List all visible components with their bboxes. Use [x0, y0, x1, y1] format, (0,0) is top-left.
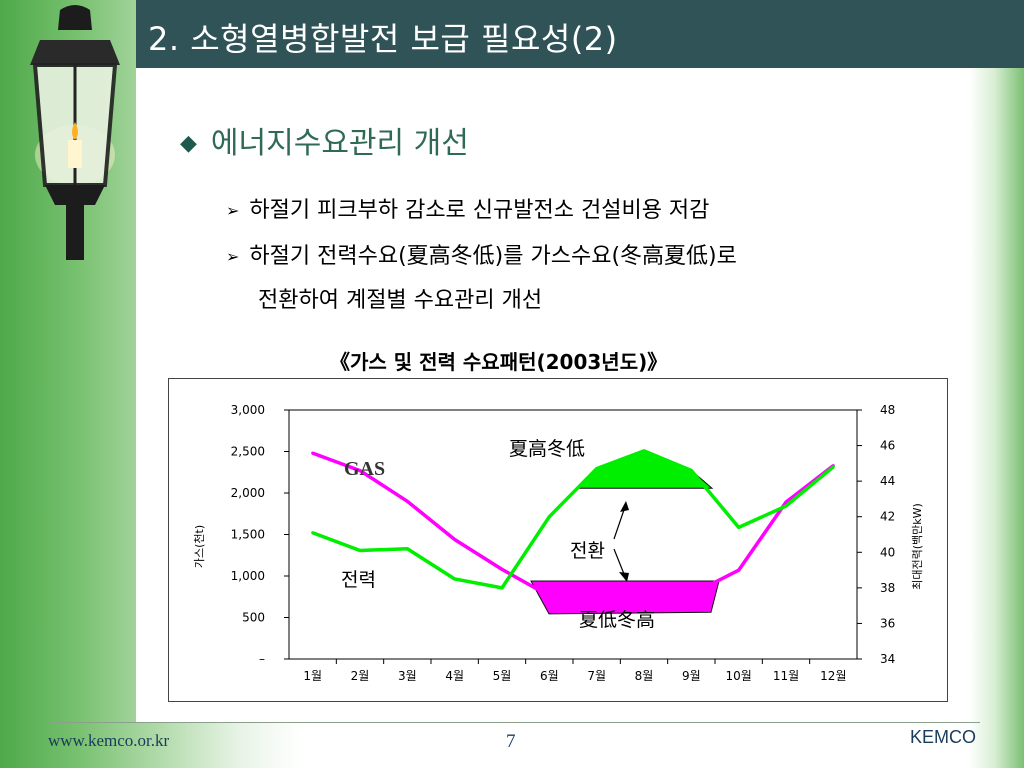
title-bar: 2. 소형열병합발전 보급 필요성(2) — [136, 0, 1024, 68]
footer-url[interactable]: www.kemco.or.kr — [48, 731, 170, 750]
gas-point — [642, 594, 646, 598]
x-tick-label: 11월 — [773, 669, 799, 683]
left-axis-title: 가스(천t) — [192, 525, 206, 568]
series-label-gas: GAS — [344, 458, 385, 480]
right-tick-label: 36 — [880, 616, 895, 630]
power-series-line — [312, 449, 835, 590]
gas-point — [500, 567, 504, 571]
main-bullet-text: 에너지수요관리 개선 — [210, 126, 469, 161]
x-tick-label: 1월 — [303, 669, 322, 683]
left-tick-label: 2,500 — [231, 445, 265, 459]
x-tick-label: 6월 — [540, 669, 559, 683]
x-tick-label: 8월 — [635, 669, 654, 683]
power-point — [453, 577, 457, 581]
demand-pattern-chart: 3,000 2,500 2,000 1,500 1,000 500 – 48 46 44 42 40 3… — [192, 403, 924, 683]
left-tick-label: 500 — [242, 611, 265, 625]
x-tick-label: 9월 — [682, 669, 701, 683]
chart-title: 《가스 및 전력 수요패턴(2003년도)》 — [330, 350, 668, 374]
x-tick-label: 2월 — [351, 669, 370, 683]
gas-point — [737, 568, 741, 572]
gas-series-line — [312, 451, 835, 598]
annotation-summer-peak: 夏高冬低 — [509, 438, 585, 460]
power-point — [405, 547, 409, 551]
power-point — [689, 468, 693, 472]
arrow-bullet-icon: ➢ — [226, 247, 240, 266]
slide-title: 2. 소형열병합발전 보급 필요성(2) — [148, 20, 618, 58]
right-tick-label: 44 — [880, 474, 895, 488]
x-tick-label: 12월 — [820, 669, 846, 683]
shift-arrow-down-head — [619, 572, 629, 582]
right-tick-label: 42 — [880, 510, 895, 524]
annotation-shift: 전환 — [570, 540, 605, 562]
shift-arrow-up-head — [620, 501, 629, 512]
gas-point — [595, 594, 599, 598]
power-point — [358, 549, 362, 553]
power-point — [642, 449, 646, 453]
series-label-power: 전력 — [341, 569, 376, 591]
main-bullet: ◆ 에너지수요관리 개선 — [180, 118, 469, 162]
left-tick-label: 1,500 — [231, 528, 265, 542]
gas-point — [358, 469, 362, 473]
footer-divider — [50, 722, 980, 723]
left-tick-label: 3,000 — [231, 403, 265, 417]
power-point — [737, 525, 741, 529]
sub-item-continued: 전환하여 계절별 수요관리 개선 — [258, 288, 543, 313]
power-point — [547, 515, 551, 519]
gas-point — [405, 499, 409, 503]
x-tick-label: 3월 — [398, 669, 417, 683]
x-tick-label: 5월 — [493, 669, 512, 683]
diamond-bullet-icon: ◆ — [180, 131, 197, 156]
gas-point — [784, 500, 788, 504]
brand-label: KEMCO — [910, 727, 977, 747]
gas-point — [311, 451, 315, 455]
left-tick-label: 1,000 — [231, 569, 265, 583]
x-tick-label: 10월 — [726, 669, 752, 683]
x-tick-label: 7월 — [587, 669, 606, 683]
sub-item: ➢ 하절기 피크부하 감소로 신규발전소 건설비용 저감 — [226, 192, 709, 224]
gas-point — [547, 594, 551, 598]
right-gradient-background — [969, 0, 1024, 768]
right-tick-label: 48 — [880, 403, 895, 417]
gas-point — [453, 537, 457, 541]
sub-item: ➢ 하절기 전력수요(夏高冬低)를 가스수요(冬高夏低)로 — [226, 238, 737, 270]
left-tick-label: – — [259, 652, 265, 666]
power-point — [784, 504, 788, 508]
right-tick-label: 38 — [880, 581, 895, 595]
lantern-icon — [30, 5, 120, 260]
power-point — [311, 531, 315, 535]
power-point — [500, 586, 504, 590]
right-tick-label: 34 — [880, 652, 895, 666]
power-point — [595, 467, 599, 471]
right-tick-label: 46 — [880, 439, 895, 453]
annotation-summer-low: 夏低冬高 — [579, 609, 655, 631]
page-number: 7 — [506, 731, 516, 752]
sub-item-text: 하절기 전력수요(夏高冬低)를 가스수요(冬高夏低)로 — [249, 244, 737, 269]
left-tick-label: 2,000 — [231, 486, 265, 500]
right-axis-title: 최대전력(백만kW) — [911, 503, 924, 590]
x-tick-label: 4월 — [445, 669, 464, 683]
power-point — [831, 465, 835, 469]
right-tick-label: 40 — [880, 545, 895, 559]
arrow-bullet-icon: ➢ — [226, 201, 240, 220]
sub-item-text: 하절기 피크부하 감소로 신규발전소 건설비용 저감 — [249, 198, 710, 223]
chart-frame: 3,000 2,500 2,000 1,500 1,000 500 – 48 46 44 42 40 3… — [168, 378, 948, 702]
gas-point — [689, 592, 693, 596]
